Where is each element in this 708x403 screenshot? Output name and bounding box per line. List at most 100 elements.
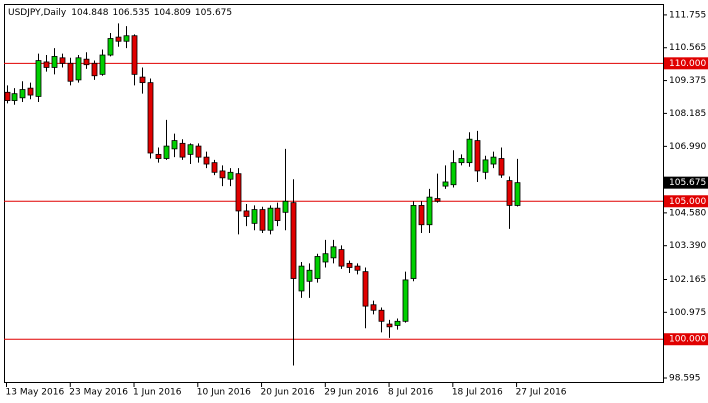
candle-body	[386, 323, 393, 328]
candle-body	[402, 279, 409, 322]
hline-label-box	[664, 333, 708, 346]
candle-body	[59, 57, 66, 64]
header-high: 106.535	[112, 8, 149, 18]
candle-body	[195, 145, 202, 158]
candle-body	[171, 140, 178, 150]
candle-body	[99, 54, 106, 75]
candle-body	[27, 87, 34, 96]
candle-body	[187, 144, 194, 155]
candle-body	[362, 271, 369, 307]
candle-body	[19, 89, 26, 99]
candle-body	[506, 180, 513, 206]
candle-body	[474, 140, 481, 172]
candle-body	[354, 265, 361, 271]
candle-body	[235, 173, 242, 212]
candle-body	[330, 246, 337, 259]
candle-body	[314, 256, 321, 279]
candle-body	[290, 202, 297, 279]
candle-body	[338, 249, 345, 267]
y-tick-label: 109.375	[669, 76, 706, 86]
candle-body	[370, 304, 377, 311]
hline-label: 105.000	[669, 197, 706, 207]
y-tick-label: 98.595	[669, 373, 701, 383]
candle-body	[394, 320, 401, 326]
candle-body	[163, 145, 170, 159]
candle-body	[298, 265, 305, 292]
candle-body	[450, 162, 457, 186]
y-tick-label: 106.990	[669, 142, 706, 152]
candle-body	[131, 35, 138, 75]
hline-label: 110.000	[669, 59, 706, 69]
y-tick-label: 100.975	[669, 308, 706, 318]
y-tick-label: 110.565	[669, 43, 706, 53]
candle-body	[35, 60, 42, 97]
header-close: 105.675	[195, 8, 232, 18]
y-tick-label: 111.755	[669, 10, 706, 20]
candle-body	[211, 162, 218, 173]
candle-body	[442, 181, 449, 187]
candle-body	[410, 205, 417, 279]
chart-header: USDJPY,Daily 104.848 106.535 104.809 105.675	[8, 8, 232, 18]
candle-body	[458, 158, 465, 164]
candle-body	[43, 61, 50, 68]
candle-body	[434, 198, 441, 202]
candle-body	[498, 158, 505, 176]
current-price-box	[664, 176, 708, 189]
candle-body	[123, 35, 130, 42]
y-tick-label: 102.165	[669, 275, 706, 285]
x-tick-label: 27 Jul 2016	[516, 388, 567, 398]
candle-body	[418, 205, 425, 226]
candle-body	[83, 58, 90, 66]
candle-body	[259, 209, 266, 231]
plot-frame	[4, 4, 664, 383]
candle-body	[346, 262, 353, 268]
candle-body	[51, 56, 58, 68]
header-open: 104.848	[71, 8, 108, 18]
current-price-label: 105.675	[669, 178, 706, 188]
candle-body	[482, 159, 489, 173]
candle-body	[75, 57, 82, 81]
x-tick-label: 23 May 2016	[69, 388, 128, 398]
y-tick-label: 108.185	[669, 109, 706, 119]
candle-body	[267, 207, 274, 231]
x-tick-label: 13 May 2016	[6, 388, 65, 398]
candle-body	[203, 156, 210, 165]
candle-body	[155, 153, 162, 159]
y-tick-label: 103.390	[669, 241, 706, 251]
x-tick-label: 8 Jul 2016	[388, 388, 433, 398]
candle-body	[107, 38, 114, 56]
x-tick-label: 29 Jun 2016	[324, 388, 378, 398]
y-tick-label: 104.580	[669, 208, 706, 218]
candle-body	[179, 142, 186, 158]
hline-label-box	[664, 195, 708, 208]
hline-label: 100.000	[669, 335, 706, 345]
candle-body	[306, 269, 313, 282]
candle-body	[219, 170, 226, 179]
candle-body	[282, 200, 289, 213]
candle-body	[4, 91, 11, 101]
chart-title: USDJPY,Daily	[8, 8, 67, 18]
candle-body	[490, 156, 497, 165]
candle-body	[139, 76, 146, 84]
candle-body	[147, 82, 154, 154]
candle-body	[378, 309, 385, 322]
x-tick-label: 20 Jun 2016	[261, 388, 315, 398]
candle-body	[514, 182, 521, 206]
candle-body	[11, 93, 18, 101]
candle-body	[243, 210, 250, 217]
candle-body	[67, 62, 74, 82]
candle-body	[274, 207, 281, 221]
candle-body	[466, 138, 473, 164]
candle-body	[251, 209, 258, 224]
candle-body	[426, 196, 433, 226]
header-low: 104.809	[154, 8, 191, 18]
candle-body	[227, 171, 234, 180]
x-tick-label: 18 Jul 2016	[452, 388, 503, 398]
hline-label-box	[664, 57, 708, 70]
candle-body	[322, 253, 329, 263]
x-tick-label: 1 Jun 2016	[133, 388, 182, 398]
candle-body	[115, 36, 122, 42]
x-tick-label: 10 Jun 2016	[197, 388, 251, 398]
candle-body	[91, 62, 98, 77]
